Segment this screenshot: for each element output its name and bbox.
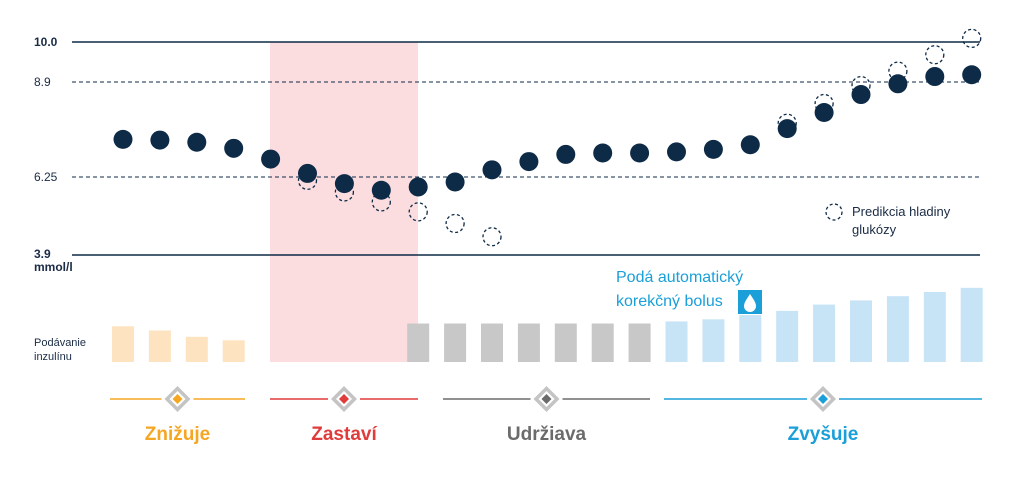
insulin-bar <box>850 300 872 362</box>
prediction-point <box>371 192 391 212</box>
y-label-8-9: 8.9 <box>34 75 51 89</box>
glucose-point <box>851 85 871 105</box>
insulin-bar <box>185 336 208 362</box>
insulin-label-line2: inzulínu <box>34 351 72 363</box>
insulin-bar <box>148 330 171 362</box>
insulin-bar <box>517 323 540 362</box>
insulin-bar <box>739 315 762 362</box>
glucose-point <box>630 143 650 163</box>
glucose-point <box>408 177 428 197</box>
diamond-icon <box>331 386 357 412</box>
prediction-point <box>445 213 465 234</box>
insulin-bar <box>960 287 983 362</box>
bolus-label-line1: Podá automatický <box>616 269 743 286</box>
glucose-points <box>113 65 982 200</box>
insulin-bar <box>813 304 836 362</box>
glucose-point <box>224 138 244 158</box>
insulin-bar <box>112 326 134 362</box>
glucose-point <box>777 119 797 139</box>
insulin-bar <box>591 323 614 362</box>
phase-label: Zastaví <box>311 424 377 445</box>
prediction-point <box>334 182 355 202</box>
legend-label-line2: glukózy <box>852 222 897 237</box>
glucose-point <box>593 143 613 163</box>
glucose-point <box>187 132 207 152</box>
glucose-point <box>371 180 391 200</box>
prediction-point <box>777 113 797 133</box>
glucose-point <box>113 129 133 149</box>
prediction-point <box>851 75 871 96</box>
glucose-point <box>482 160 502 180</box>
diamond-icon <box>533 386 560 412</box>
phase-label: Znižuje <box>145 424 210 445</box>
insulin-bar <box>444 323 467 362</box>
insulin-bar <box>628 323 651 362</box>
insulin-bar <box>665 321 688 362</box>
y-label-3-9: 3.9 <box>34 247 51 261</box>
water-drop-icon <box>738 290 762 314</box>
insulin-bar <box>554 323 577 362</box>
prediction-point <box>925 45 945 65</box>
stop-zone-shading <box>270 42 418 362</box>
prediction-point <box>814 93 834 114</box>
glucose-point <box>445 172 465 192</box>
diamond-icon <box>164 386 191 412</box>
insulin-bar <box>776 310 799 362</box>
insulin-bars <box>112 287 983 362</box>
prediction-point <box>297 170 318 190</box>
insulin-bar <box>886 296 909 362</box>
y-unit: mmol/l <box>34 260 73 274</box>
glucose-point <box>888 74 908 94</box>
diamond-icon <box>810 386 836 412</box>
phase-label: Zvyšuje <box>788 424 859 445</box>
phase-markers: Znižuje Zastaví Udržiava Zvyšuje <box>110 386 982 445</box>
glucose-point <box>150 130 170 150</box>
phase-2: Zastaví <box>270 386 418 445</box>
insulin-bar <box>222 340 245 362</box>
insulin-bar <box>923 292 946 362</box>
insulin-bar <box>407 323 430 362</box>
prediction-point <box>888 61 908 81</box>
phase-1: Znižuje <box>110 386 245 445</box>
glucose-point <box>740 135 760 155</box>
y-label-10: 10.0 <box>34 35 58 49</box>
glucose-point <box>298 163 317 183</box>
glucose-point <box>814 102 834 122</box>
glucose-point <box>519 152 539 172</box>
prediction-points <box>297 28 982 247</box>
glucose-point <box>962 65 982 85</box>
glucose-point <box>925 67 945 87</box>
glucose-point <box>703 139 723 159</box>
prediction-point <box>962 28 982 49</box>
phase-3: Udržiava <box>443 386 650 445</box>
phase-label: Udržiava <box>507 424 587 445</box>
glucose-point <box>334 174 354 194</box>
prediction-legend-icon <box>825 203 843 221</box>
glucose-point <box>261 149 281 169</box>
bolus-label-line2: korekčný bolus <box>616 293 723 310</box>
insulin-bar <box>702 319 725 362</box>
glucose-point <box>556 144 576 164</box>
insulin-label-line1: Podávanie <box>34 337 86 349</box>
phase-4: Zvyšuje <box>664 386 982 445</box>
prediction-point <box>482 227 502 247</box>
insulin-bar <box>481 323 503 362</box>
legend-label-line1: Predikcia hladiny <box>852 204 951 219</box>
prediction-point <box>408 202 428 222</box>
glucose-point <box>667 142 686 162</box>
y-label-6-25: 6.25 <box>34 170 58 184</box>
